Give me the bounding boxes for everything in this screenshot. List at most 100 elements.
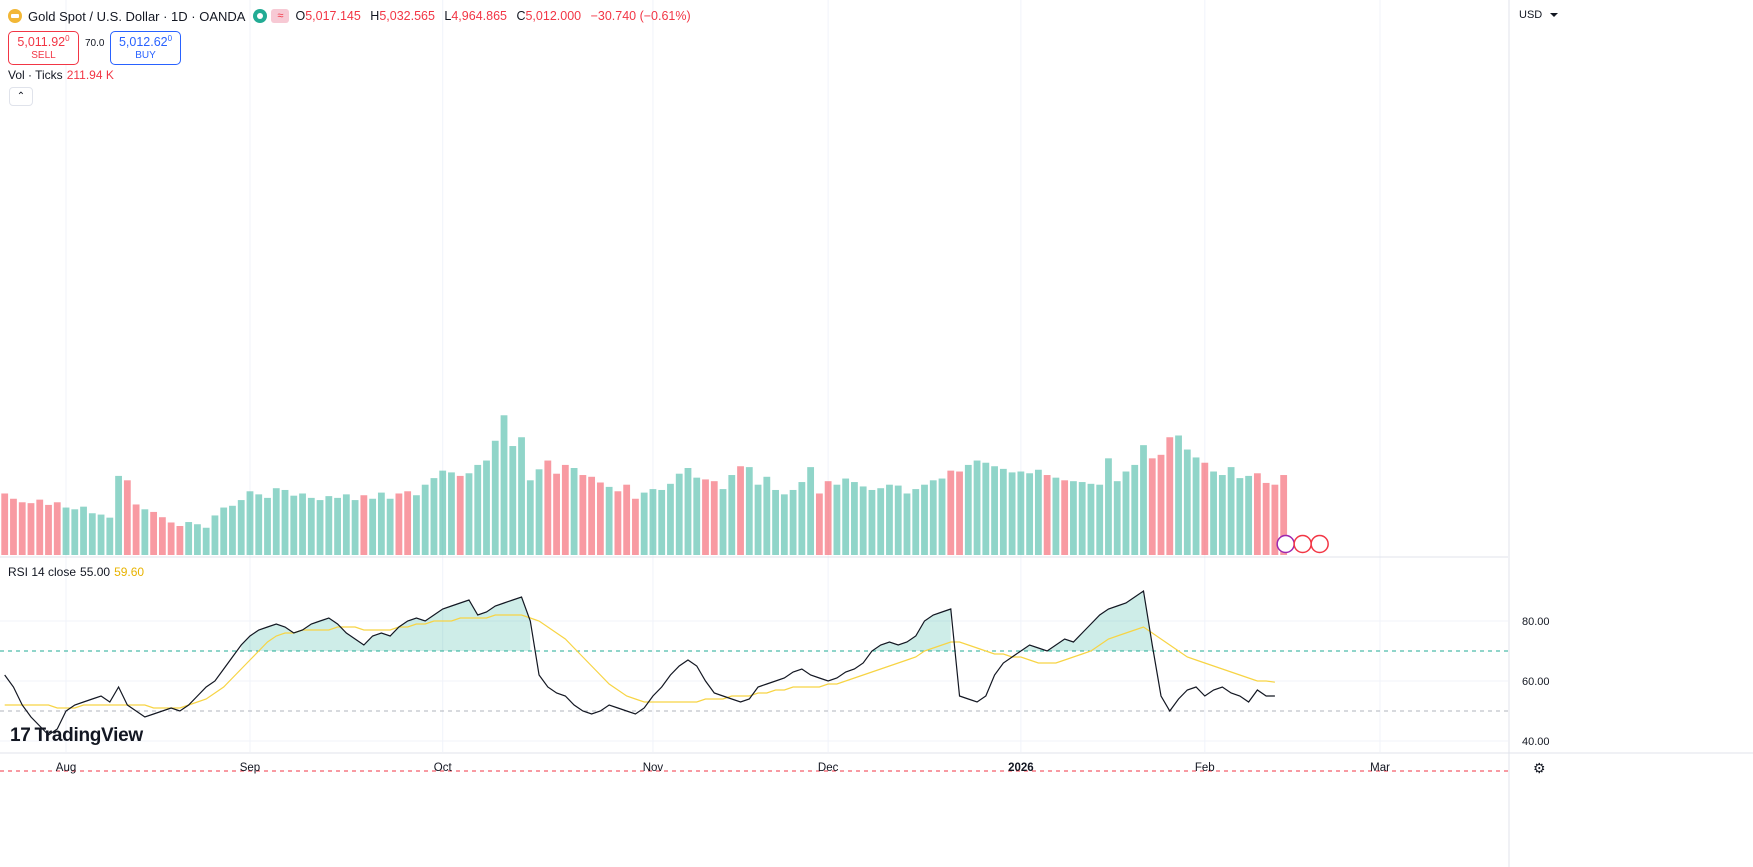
volume-bar: [1017, 471, 1025, 555]
volume-bar: [667, 483, 674, 555]
volume-bar: [684, 468, 692, 555]
volume-bar: [1236, 478, 1244, 555]
volume-bar: [27, 503, 35, 555]
volume-bar: [754, 484, 762, 555]
volume-bar: [1227, 467, 1235, 555]
volume-bar: [1148, 458, 1156, 555]
rsi-tick-label: 40.00: [1522, 736, 1550, 748]
volume-bar: [553, 473, 560, 555]
volume-bar: [351, 500, 359, 555]
volume-bar: [1201, 462, 1209, 555]
volume-bar: [448, 472, 455, 555]
volume-bar: [97, 514, 105, 555]
volume-bar: [728, 475, 736, 555]
volume-bar: [535, 469, 543, 555]
volume-bar: [272, 488, 280, 555]
volume-bar: [1026, 473, 1034, 555]
rsi-legend[interactable]: RSI 14 close 55.00 59.60: [8, 565, 145, 579]
buy-button[interactable]: 5,012.620 BUY: [110, 31, 181, 65]
volume-bar: [150, 511, 158, 555]
volume-bar: [386, 498, 394, 555]
currency-selector[interactable]: USD: [1512, 4, 1568, 26]
volume-bar: [456, 475, 464, 555]
volume-bar: [220, 507, 228, 555]
volume-bar: [491, 440, 499, 555]
settings-gear-icon[interactable]: ⚙: [1533, 760, 1546, 776]
volume-bar: [798, 482, 806, 555]
volume-bar: [1096, 484, 1104, 555]
sell-button[interactable]: 5,011.920 SELL: [8, 31, 79, 65]
volume-bar: [1218, 475, 1226, 555]
volume-bar: [789, 489, 797, 555]
volume-bar: [921, 484, 928, 555]
volume-bar: [1140, 445, 1147, 555]
volume-bar: [859, 486, 867, 555]
collapse-legend-button[interactable]: ⌃: [9, 87, 33, 106]
volume-bar: [71, 509, 79, 555]
volume-bar: [596, 482, 604, 555]
volume-bar: [561, 464, 569, 555]
time-tick-label: Dec: [818, 762, 839, 774]
volume-bar: [141, 509, 149, 555]
volume-bar: [938, 478, 946, 555]
volume-bar: [710, 481, 718, 555]
volume-bar: [518, 437, 525, 555]
volume-bar: [1271, 484, 1279, 555]
volume-legend[interactable]: Vol · Ticks 211.94 K: [8, 68, 114, 82]
market-open-icon: [253, 9, 268, 23]
volume-bar: [1245, 475, 1253, 555]
volume-bar: [307, 497, 315, 555]
volume-bar: [1034, 469, 1042, 555]
volume-bar: [106, 517, 114, 555]
volume-bar: [325, 496, 333, 555]
volume-bar: [439, 470, 447, 555]
ohlc-values: O5,017.145 H5,032.565 L4,964.865 C5,012.…: [295, 9, 691, 23]
volume-bar: [991, 466, 998, 555]
volume-bar: [264, 497, 271, 555]
volume-bar: [842, 478, 850, 555]
volume-bar: [833, 484, 841, 555]
volume-bar: [1043, 475, 1051, 555]
volume-bar: [1052, 477, 1060, 555]
rsi-ma-line: [4, 614, 1275, 709]
tradingview-icon: 17: [10, 725, 31, 746]
volume-bar: [1183, 449, 1191, 555]
volume-bar: [483, 460, 490, 555]
volume-bar: [649, 489, 657, 555]
rsi-line: [4, 589, 1275, 736]
volume-bar: [1078, 482, 1086, 555]
volume-bar: [404, 491, 412, 555]
volume-bar: [1166, 437, 1174, 555]
tradingview-logo[interactable]: 17 TradingView: [10, 725, 143, 746]
volume-bars: [1, 415, 1288, 555]
volume-bar: [194, 524, 201, 555]
volume-bar: [675, 473, 683, 555]
volume-bar: [614, 491, 622, 555]
low-value: 4,964.865: [451, 9, 507, 23]
volume-bar: [851, 482, 858, 555]
volume-bar: [999, 468, 1007, 555]
volume-bar: [903, 493, 911, 555]
volume-bar: [877, 488, 885, 555]
volume-bar: [956, 471, 963, 555]
volume-bar: [413, 495, 420, 555]
volume-bar: [1, 493, 9, 555]
volume-bar: [132, 504, 140, 555]
volume-bar: [1070, 481, 1077, 555]
volume-bar: [53, 502, 61, 555]
volume-bar: [211, 515, 219, 555]
volume-bar: [1008, 472, 1016, 555]
volume-bar: [640, 492, 648, 555]
volume-bar: [18, 502, 26, 555]
time-tick-label: 2026: [1008, 762, 1034, 774]
volume-bar: [1122, 471, 1130, 555]
wave-icon: ≈: [271, 9, 290, 23]
symbol-title[interactable]: Gold Spot / U.S. Dollar · 1D · OANDA: [28, 8, 246, 24]
rsi-overbought-fill: [241, 591, 1153, 651]
volume-bar: [763, 476, 771, 555]
volume-bar: [886, 484, 893, 555]
volume-bar: [1210, 471, 1217, 555]
volume-bar: [815, 493, 823, 555]
